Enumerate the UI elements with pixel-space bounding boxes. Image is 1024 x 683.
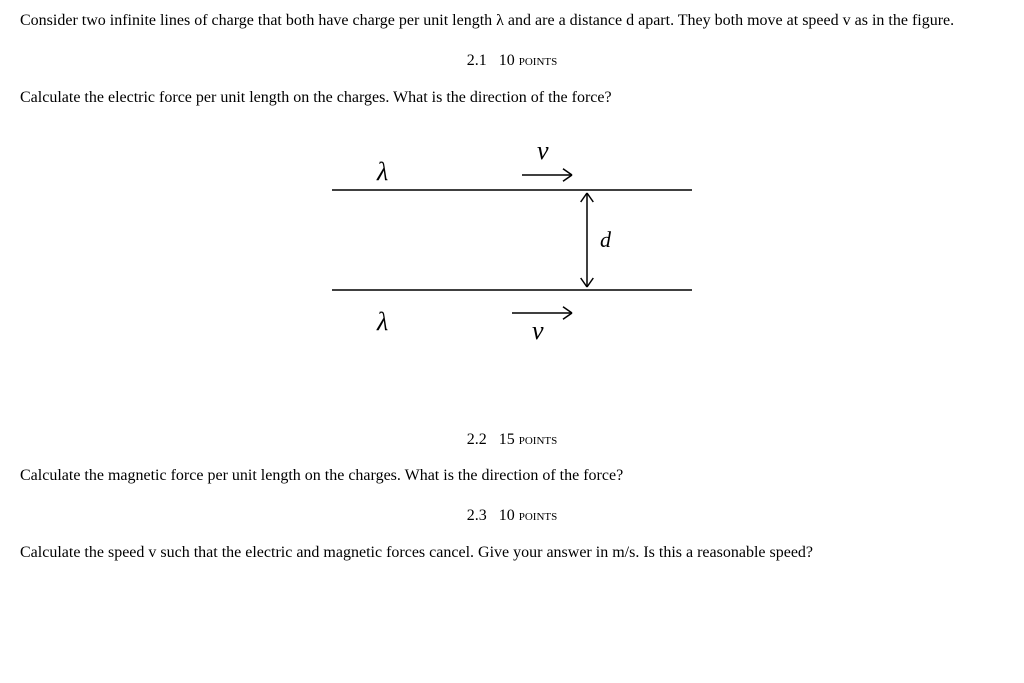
question-2-2: Calculate the magnetic force per unit le… <box>20 465 1004 487</box>
section-number: 2.2 <box>467 431 487 448</box>
points-label: points <box>519 507 558 524</box>
figure-container: λ λ v v d <box>20 135 1004 362</box>
svg-text:d: d <box>600 227 612 252</box>
section-2-3-header: 2.3 10 points <box>20 505 1004 527</box>
points-value: 10 <box>499 507 515 524</box>
points-value: 15 <box>499 431 515 448</box>
svg-text:λ: λ <box>376 307 388 336</box>
section-number: 2.1 <box>467 52 487 69</box>
points-value: 10 <box>499 52 515 69</box>
problem-intro: Consider two infinite lines of charge th… <box>20 10 1004 32</box>
section-2-2-header: 2.2 15 points <box>20 429 1004 451</box>
section-2-1-header: 2.1 10 points <box>20 50 1004 72</box>
svg-text:v: v <box>537 136 549 165</box>
question-2-1: Calculate the electric force per unit le… <box>20 87 1004 109</box>
question-text: Calculate the electric force per unit le… <box>20 89 612 106</box>
svg-text:λ: λ <box>376 157 388 186</box>
svg-text:v: v <box>532 316 544 345</box>
question-2-3: Calculate the speed v such that the elec… <box>20 542 1004 564</box>
figure-diagram: λ λ v v d <box>322 135 702 355</box>
points-label: points <box>519 52 558 69</box>
intro-text: Consider two infinite lines of charge th… <box>20 12 954 29</box>
section-number: 2.3 <box>467 507 487 524</box>
figure-svg: λ λ v v d <box>322 135 702 355</box>
question-text: Calculate the magnetic force per unit le… <box>20 467 623 484</box>
question-text: Calculate the speed v such that the elec… <box>20 544 813 561</box>
points-label: points <box>519 431 558 448</box>
